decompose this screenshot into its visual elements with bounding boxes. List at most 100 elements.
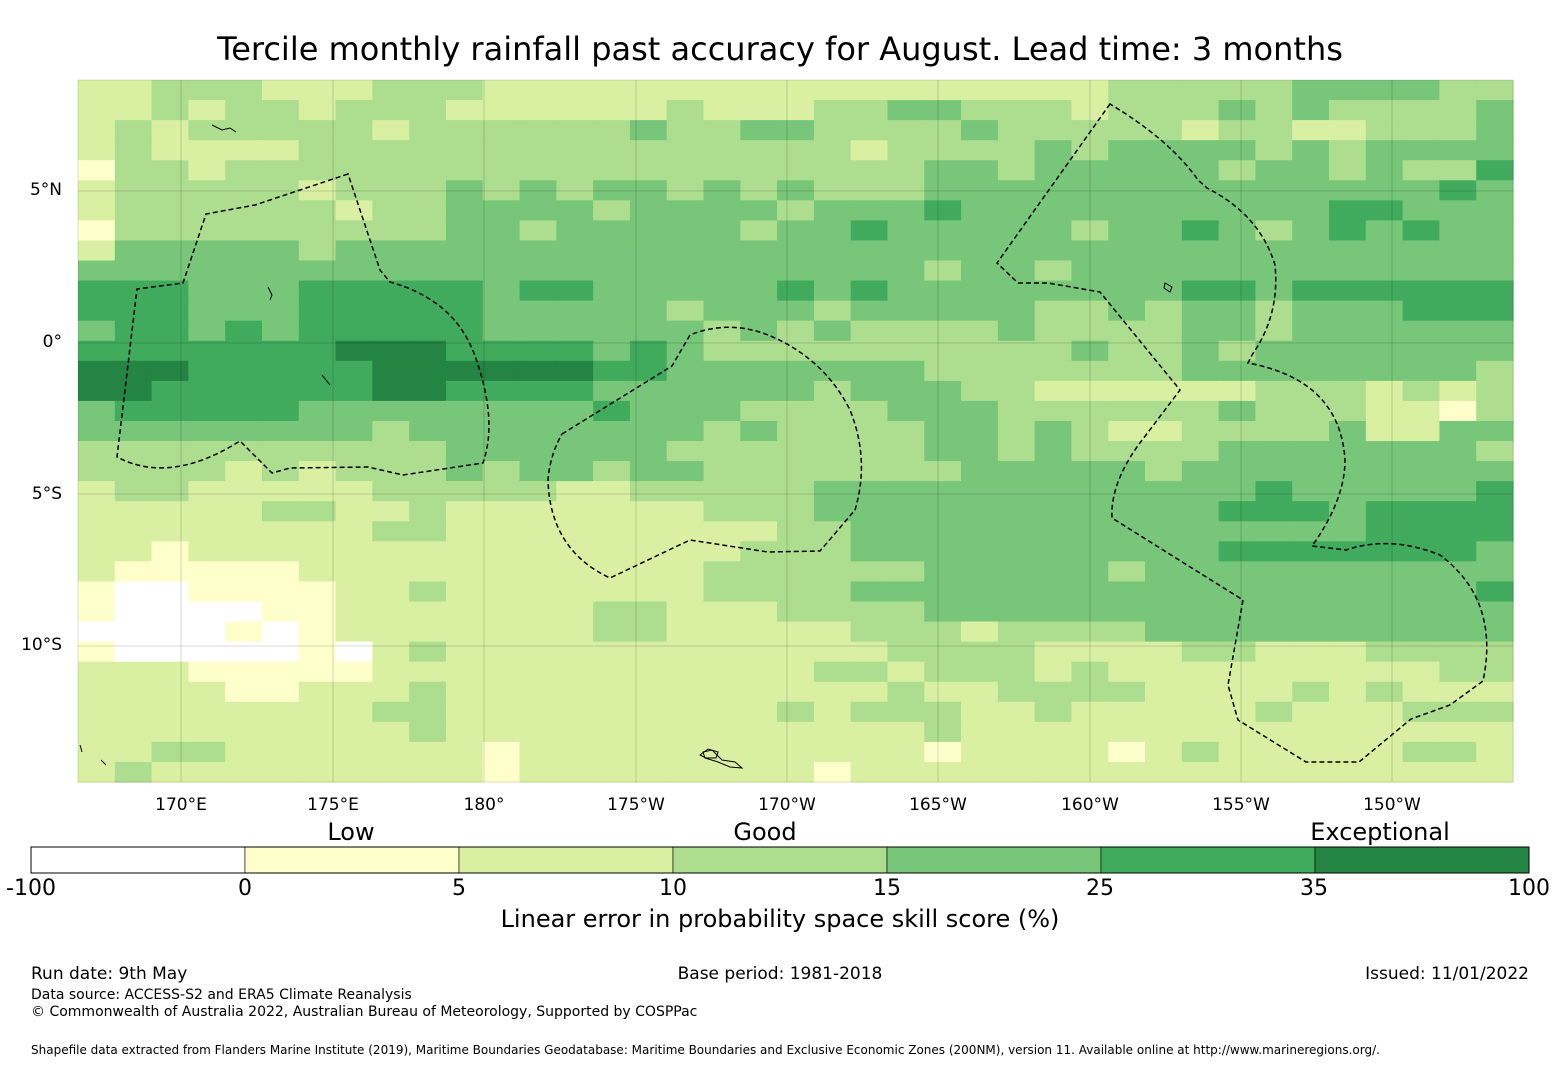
grid-cell	[1292, 320, 1330, 342]
grid-cell	[850, 240, 889, 262]
grid-cell	[1329, 360, 1367, 382]
grid-cell	[1255, 260, 1293, 282]
grid-cell	[1329, 220, 1367, 242]
grid-cell	[409, 140, 447, 161]
grid-cell	[188, 160, 226, 181]
grid-cell	[740, 601, 778, 623]
grid-cell	[813, 240, 852, 262]
run-date: Run date: 9th May	[31, 964, 188, 984]
grid-cell	[78, 501, 116, 522]
grid-cell	[556, 400, 594, 422]
grid-cell	[1292, 721, 1330, 743]
grid-cell	[1292, 621, 1330, 643]
grid-cell	[1071, 741, 1109, 763]
grid-cell	[1292, 501, 1330, 522]
grid-cell	[629, 320, 668, 342]
grid-cell	[1476, 280, 1514, 302]
lon-tick-175w: 175°W	[607, 795, 665, 815]
grid-cell	[1476, 461, 1514, 482]
grid-cell	[666, 721, 705, 743]
grid-cell	[1439, 320, 1477, 342]
grid-cell	[813, 641, 852, 663]
grid-cell	[1365, 621, 1404, 643]
grid-cell	[188, 681, 226, 703]
grid-cell	[372, 481, 410, 502]
grid-cell	[372, 461, 410, 482]
grid-cell	[1034, 360, 1073, 382]
grid-cell	[740, 120, 778, 141]
grid-cell	[1365, 521, 1404, 542]
grid-cell	[1402, 380, 1441, 402]
grid-cell	[1365, 340, 1404, 362]
grid-cell	[629, 80, 668, 101]
grid-cell	[1365, 220, 1404, 242]
grid-cell	[372, 420, 410, 442]
grid-cell	[519, 220, 557, 242]
grid-cell	[1108, 180, 1146, 201]
grid-cell	[1181, 441, 1220, 462]
grid-cell	[298, 701, 337, 723]
grid-cell	[1292, 120, 1330, 141]
grid-cell	[593, 501, 631, 522]
grid-cell	[1329, 240, 1367, 262]
grid-cell	[593, 380, 631, 402]
grid-cell	[961, 641, 999, 663]
grid-cell	[1255, 641, 1293, 663]
grid-cell	[1476, 541, 1514, 562]
grid-cell	[740, 621, 778, 643]
grid-cell	[1108, 100, 1146, 121]
grid-cell	[703, 280, 741, 302]
grid-cell	[372, 761, 410, 783]
grid-cell	[1108, 541, 1146, 562]
grid-cell	[961, 180, 999, 201]
grid-cell	[372, 240, 410, 262]
grid-cell	[519, 160, 557, 181]
grid-cell	[997, 200, 1036, 221]
grid-cell	[445, 220, 484, 242]
grid-cell	[114, 320, 153, 342]
grid-cell	[445, 100, 484, 121]
grid-cell	[1218, 260, 1257, 282]
copyright: © Commonwealth of Australia 2022, Austra…	[31, 1004, 698, 1020]
grid-cell	[1476, 681, 1514, 703]
grid-cell	[519, 681, 557, 703]
grid-cell	[1108, 320, 1146, 342]
grid-cell	[1108, 761, 1146, 783]
grid-cell	[1329, 300, 1367, 322]
colorbar-label: Linear error in probability space skill …	[500, 905, 1060, 933]
grid-cell	[409, 641, 447, 663]
grid-cell	[629, 260, 668, 282]
grid-cell	[298, 461, 337, 482]
grid-cell	[151, 741, 189, 763]
grid-cell	[1329, 621, 1367, 643]
grid-cell	[997, 220, 1036, 242]
grid-cell	[225, 80, 263, 101]
grid-cell	[850, 100, 889, 121]
grid-cell	[1255, 721, 1293, 743]
grid-cell	[813, 721, 852, 743]
grid-cell	[887, 521, 925, 542]
grid-cell	[850, 400, 889, 422]
grid-cell	[1145, 420, 1183, 442]
grid-cell	[666, 661, 705, 683]
grid-cell	[519, 240, 557, 262]
grid-cell	[519, 441, 557, 462]
grid-cell	[519, 481, 557, 502]
grid-cell	[1329, 541, 1367, 562]
grid-cell	[1181, 260, 1220, 282]
grid-cell	[298, 200, 337, 221]
grid-cell	[850, 501, 889, 522]
grid-cell	[445, 661, 484, 683]
grid-cell	[261, 200, 300, 221]
grid-cell	[114, 420, 153, 442]
grid-cell	[298, 80, 337, 101]
grid-cell	[961, 80, 999, 101]
grid-cell	[445, 380, 484, 402]
grid-cell	[1402, 400, 1441, 422]
grid-cell	[740, 501, 778, 522]
grid-cell	[445, 761, 484, 783]
grid-cell	[1181, 601, 1220, 623]
grid-cell	[114, 561, 153, 583]
grid-cell	[482, 681, 521, 703]
grid-cell	[1071, 761, 1109, 783]
